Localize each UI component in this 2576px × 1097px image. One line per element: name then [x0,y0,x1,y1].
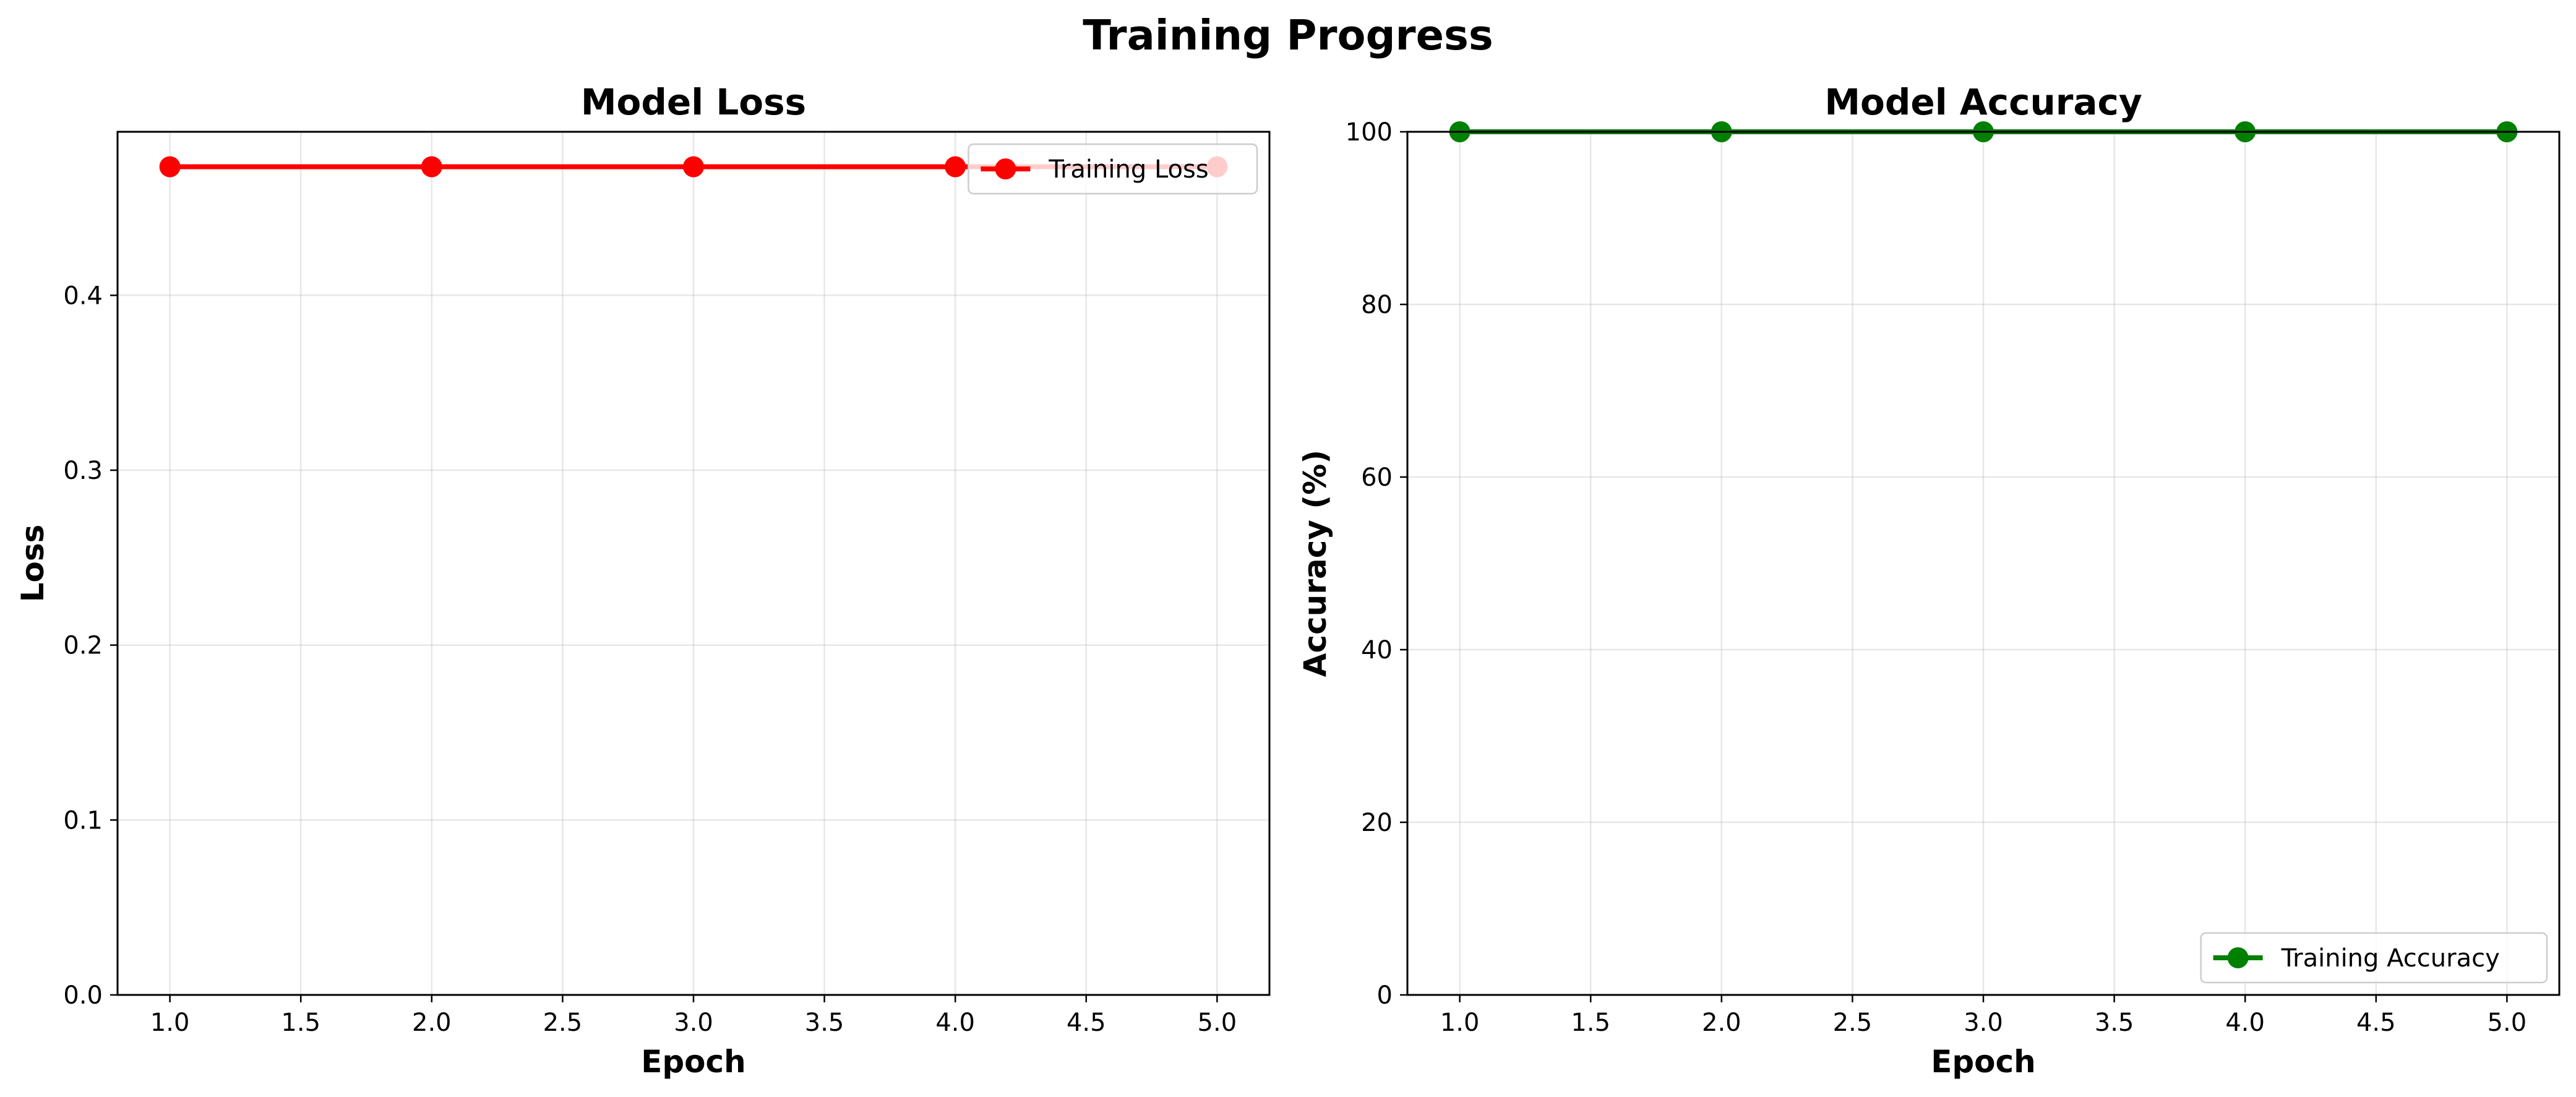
accuracy-legend-label: Training Accuracy [2281,944,2500,973]
loss-legend-label: Training Loss [1048,155,1208,184]
loss-data-point [421,156,442,178]
loss-y-tick-label: 0.0 [63,981,103,1010]
loss-plot-area [118,132,1269,995]
loss-y-axis-label: Loss [15,525,51,603]
accuracy-y-tick-label: 0 [1377,981,1393,1010]
loss-x-axis-label: Epoch [641,1044,746,1080]
accuracy-x-tick-label: 1.0 [1440,1009,1480,1037]
model-loss-panel: 1.0 1.5 2.0 2.5 3.0 3.5 4.0 4.5 5.0 0.0 0.1 0.2 0.3 0… [15,81,1271,1080]
model-accuracy-panel: 1.0 1.5 2.0 2.5 3.0 3.5 4.0 4.5 5.0 0 20 40 60 80 100 T… [1297,81,2561,1080]
loss-x-tick-label: 4.5 [1067,1009,1106,1037]
loss-x-tick-label: 4.0 [935,1009,975,1037]
loss-legend-marker-swatch [995,158,1016,179]
accuracy-y-axis-label: Accuracy (%) [1297,450,1333,677]
accuracy-x-tick-label: 3.5 [2095,1009,2134,1037]
accuracy-x-tick-label: 5.0 [2488,1009,2527,1037]
loss-y-tick-label: 0.4 [63,282,103,310]
loss-y-tick-label: 0.1 [63,806,103,835]
accuracy-axes-frame [1406,131,2561,996]
loss-chart-title: Model Loss [581,81,806,123]
accuracy-x-tick-label: 1.5 [1571,1009,1610,1037]
accuracy-x-tick-label: 4.0 [2225,1009,2265,1037]
loss-x-tick-label: 1.5 [281,1009,320,1037]
loss-x-tick-label: 3.5 [805,1009,844,1037]
accuracy-chart-title: Model Accuracy [1824,81,2142,123]
accuracy-x-tick-label: 2.5 [1833,1009,1873,1037]
accuracy-x-axis-label: Epoch [1931,1044,2036,1080]
accuracy-x-tick-label: 4.5 [2356,1009,2396,1037]
loss-legend-box [968,143,1258,195]
loss-legend: Training Loss [968,143,1258,195]
figure-title: Training Progress [1083,11,1493,59]
loss-x-tick-label: 5.0 [1198,1009,1237,1037]
loss-x-tick-label: 3.0 [674,1009,713,1037]
accuracy-x-tick-label: 2.0 [1702,1009,1741,1037]
accuracy-y-tick-label: 40 [1361,636,1393,665]
loss-data-point [683,156,704,178]
loss-y-tick-label: 0.3 [63,457,103,485]
loss-x-tick-label: 2.5 [543,1009,583,1037]
loss-x-tick-label: 1.0 [150,1009,190,1037]
accuracy-y-tick-label: 60 [1361,463,1393,492]
accuracy-plot-area [1407,132,2559,995]
loss-axes-frame [116,131,1271,996]
accuracy-y-tick-label: 100 [1346,118,1393,147]
accuracy-y-tick-label: 80 [1361,291,1393,319]
accuracy-y-tick-label: 20 [1361,809,1393,837]
accuracy-legend-box [2200,932,2548,984]
accuracy-legend: Training Accuracy [2200,932,2548,984]
loss-data-point [945,156,966,178]
loss-y-tick-label: 0.2 [63,632,103,660]
loss-x-tick-label: 2.0 [412,1009,452,1037]
loss-data-point [159,156,181,178]
accuracy-legend-marker-swatch [2227,947,2249,968]
accuracy-x-tick-label: 3.0 [1964,1009,2003,1037]
